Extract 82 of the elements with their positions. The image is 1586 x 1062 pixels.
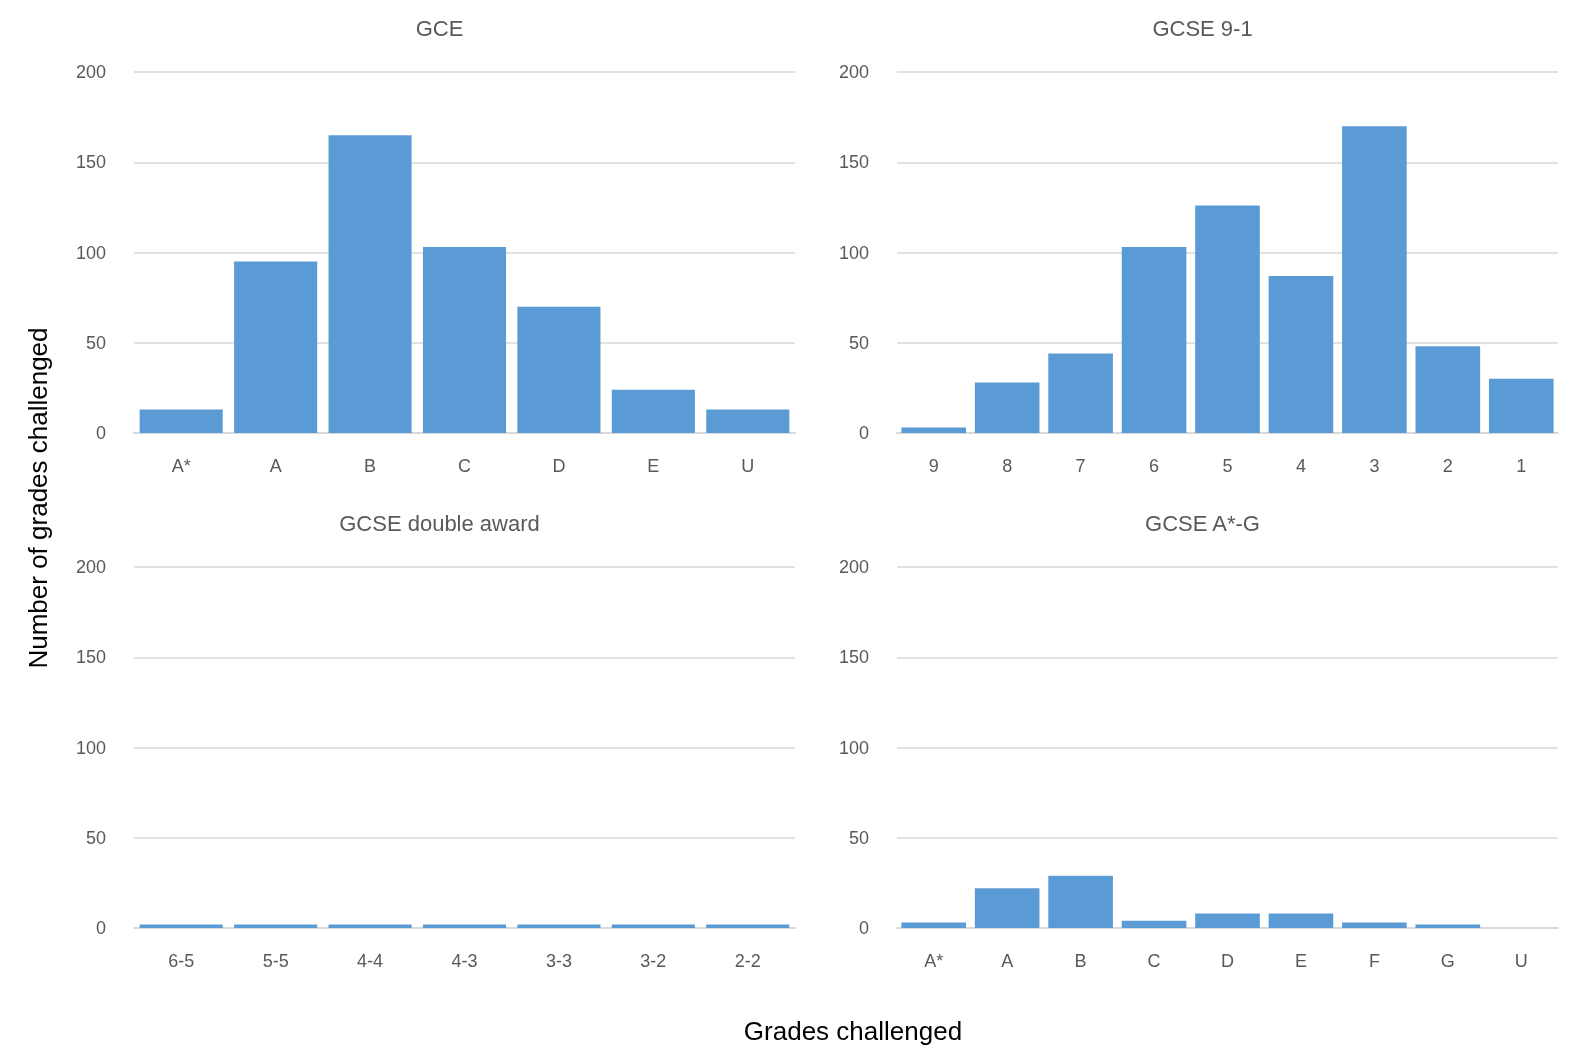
bar	[1415, 924, 1481, 928]
bar	[901, 922, 967, 928]
chart-title: GCSE 9-1	[1152, 15, 1253, 41]
bar	[901, 427, 967, 433]
x-tick-label: 6-5	[168, 951, 195, 971]
y-axis-title: Number of grades challenged	[22, 327, 54, 669]
y-tick-label: 150	[75, 647, 106, 668]
chart-title: GCSE A*-G	[1145, 510, 1260, 536]
bar	[1268, 913, 1334, 928]
y-tick-label: 100	[838, 737, 869, 758]
bar	[1268, 275, 1334, 433]
y-tick-label: 200	[838, 557, 869, 577]
x-tick-label: U	[1514, 951, 1528, 971]
x-tick-label: 3	[1369, 456, 1380, 476]
x-tick-label: 4	[1295, 456, 1306, 476]
bar	[974, 382, 1040, 433]
y-tick-label: 50	[848, 827, 869, 848]
y-tick-label: 0	[858, 423, 869, 443]
x-tick-label: C	[1147, 951, 1161, 971]
y-tick-label: 200	[75, 557, 106, 577]
y-tick-label: 100	[75, 242, 106, 263]
bar	[422, 247, 507, 433]
x-tick-label: 3-3	[545, 951, 572, 971]
x-tick-label: 1	[1516, 456, 1527, 476]
x-tick-label: 7	[1075, 456, 1086, 476]
x-tick-label: E	[1294, 951, 1307, 971]
x-tick-label: 9	[928, 456, 939, 476]
y-tick-label: 200	[75, 62, 106, 82]
y-tick-label: 100	[838, 242, 869, 263]
bar	[1342, 126, 1407, 433]
x-tick-label: 8	[1002, 456, 1013, 476]
x-axis-title: Grades challenged	[742, 1016, 964, 1047]
y-tick-label: 150	[838, 647, 869, 668]
bar	[1488, 378, 1554, 433]
y-tick-label: 100	[75, 737, 106, 758]
y-tick-label: 150	[75, 152, 106, 173]
x-tick-label: A*	[924, 951, 944, 971]
x-tick-label: 6	[1149, 456, 1160, 476]
bar	[517, 306, 601, 433]
x-tick-label: E	[647, 456, 660, 476]
bar	[1195, 205, 1260, 433]
bar	[1415, 346, 1481, 433]
bar	[706, 409, 790, 433]
x-tick-label: D	[552, 456, 566, 476]
bar	[328, 135, 412, 433]
y-tick-label: 0	[95, 423, 106, 443]
x-tick-label: 4-3	[451, 951, 478, 971]
bar	[234, 261, 318, 433]
x-tick-label: 5-5	[262, 951, 289, 971]
x-tick-label: F	[1368, 951, 1380, 971]
chart-title: GCE	[415, 15, 464, 41]
bar	[139, 409, 223, 433]
x-tick-label: A	[269, 456, 282, 476]
x-tick-label: C	[458, 456, 471, 476]
x-tick-label: G	[1440, 951, 1455, 971]
x-tick-label: U	[741, 456, 755, 476]
y-tick-label: 50	[848, 332, 869, 353]
x-tick-label: 5	[1222, 456, 1233, 476]
bar	[974, 888, 1040, 928]
x-tick-label: B	[1074, 951, 1087, 971]
x-tick-label: B	[364, 456, 377, 476]
y-tick-label: 200	[838, 62, 869, 82]
x-tick-label: 4-4	[357, 951, 384, 971]
bar	[1048, 353, 1113, 433]
x-tick-label: A*	[171, 456, 191, 476]
bar	[611, 389, 695, 433]
chart-title: GCSE double award	[339, 510, 540, 536]
y-tick-label: 0	[95, 918, 106, 938]
y-tick-label: 0	[858, 918, 869, 938]
bar	[1121, 920, 1187, 928]
y-tick-label: 50	[85, 827, 106, 848]
bar	[1048, 875, 1113, 928]
x-tick-label: 2	[1442, 456, 1453, 476]
y-tick-label: 50	[85, 332, 106, 353]
bar	[1342, 922, 1407, 928]
x-tick-label: A	[1001, 951, 1014, 971]
x-tick-label: 2-2	[734, 951, 761, 971]
y-tick-label: 150	[838, 152, 869, 173]
x-tick-label: 3-2	[640, 951, 667, 971]
bar	[1121, 247, 1187, 433]
bar	[1195, 913, 1260, 928]
x-tick-label: D	[1221, 951, 1234, 971]
